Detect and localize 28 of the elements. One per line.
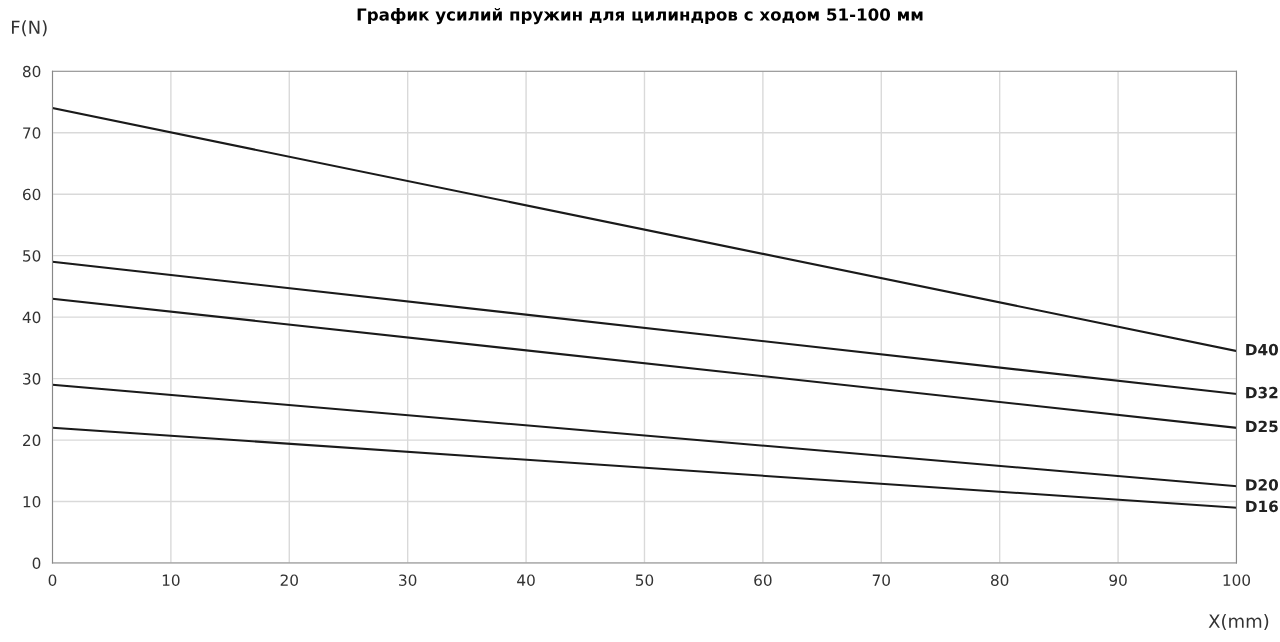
y-tick-label: 0 [32,557,41,570]
y-axis-title: F(N) [12,20,47,37]
x-tick-label: 80 [991,574,1009,586]
y-tick-label: 70 [23,127,41,139]
series-label: D16 [1246,500,1278,513]
y-tick-label: 60 [22,188,41,201]
x-tick-label: 100 [1223,574,1251,586]
x-tick-label: 90 [1109,574,1127,586]
y-tick-label: 30 [23,373,41,385]
x-tick-label: 50 [635,574,654,586]
series-label: D25 [1246,420,1278,433]
x-tick-label: 30 [399,574,417,586]
y-tick-label: 20 [23,434,41,447]
x-tick-label: 0 [48,574,57,586]
y-tick-label: 80 [22,65,41,78]
y-tick-label: 10 [23,496,41,508]
y-tick-label: 50 [23,250,41,262]
x-tick-label: 10 [162,574,180,586]
series-label: D40 [1246,343,1279,356]
x-axis-title: X(mm) [1208,614,1269,631]
y-tick-label: 40 [22,311,41,324]
x-tick-label: 40 [517,574,535,586]
series-label: D20 [1246,479,1279,491]
x-tick-label: 20 [280,574,298,586]
x-tick-label: 70 [872,574,890,586]
series-label: D32 [1246,386,1278,399]
chart-title: График усилий пружин для цилиндров с ходом 51-100 мм [357,7,923,25]
x-tick-label: 60 [754,574,772,586]
